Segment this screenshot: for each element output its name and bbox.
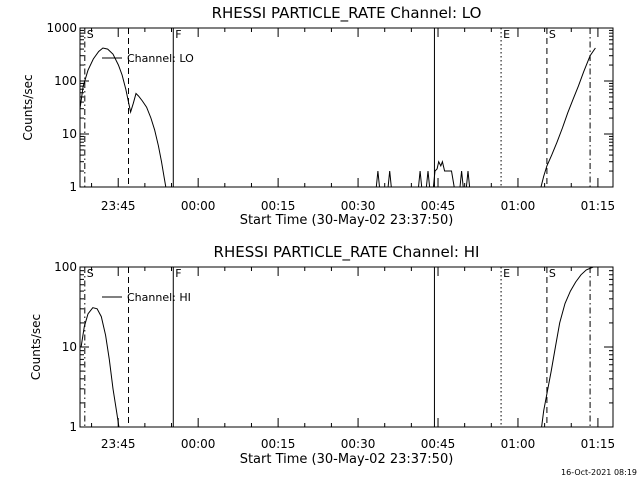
hi-x-tick-label: 00:45 [421, 437, 456, 451]
hi-x-tick-label: 23:45 [101, 437, 136, 451]
hi-legend-label: Channel: HI [127, 291, 191, 304]
hi-event-marker-label: E [503, 267, 510, 280]
chart-hi-channel: RHESSI PARTICLE_RATE Channel: HI 1 10 100 23… [29, 243, 615, 467]
lo-x-tick-label: 01:15 [581, 199, 616, 213]
lo-event-marker-label: S [549, 28, 556, 41]
hi-data-line [541, 266, 594, 428]
lo-data-line [465, 170, 471, 188]
lo-event-marker-label: E [503, 28, 510, 41]
lo-chart-title: RHESSI PARTICLE_RATE Channel: LO [212, 4, 482, 23]
lo-x-axis-label: Start Time (30-May-02 23:37:50) [240, 213, 454, 228]
lo-y-tick-label: 100 [54, 74, 77, 88]
hi-data-line [80, 307, 120, 428]
lo-data-line [79, 47, 167, 188]
hi-x-tick-label: 00:00 [181, 437, 216, 451]
lo-x-tick-label: 01:00 [501, 199, 536, 213]
generation-timestamp: 16-Oct-2021 08:19 [561, 468, 637, 477]
lo-x-tick-label: 00:30 [341, 199, 376, 213]
lo-data-line [432, 160, 455, 188]
lo-y-tick-label: 10 [62, 127, 77, 141]
lo-data-line [425, 170, 431, 188]
lo-data-line [387, 170, 392, 188]
lo-x-tick-label: 23:45 [101, 199, 136, 213]
hi-event-marker-label: S [549, 267, 556, 280]
lo-legend-label: Channel: LO [127, 52, 194, 65]
hi-y-tick-label: 1 [69, 420, 77, 434]
hi-event-marker-label: S [87, 267, 94, 280]
hi-y-tick-label: 100 [54, 260, 77, 274]
hi-x-tick-label: 01:00 [501, 437, 536, 451]
lo-event-marker-label: F [175, 28, 181, 41]
chart-lo-channel: RHESSI PARTICLE_RATE Channel: LO 1 10 100 10… [21, 4, 615, 228]
lo-x-tick-label: 00:15 [261, 199, 296, 213]
lo-data-line [418, 170, 423, 188]
lo-y-axis-label: Counts/sec [21, 74, 35, 140]
lo-event-marker-label: S [87, 28, 94, 41]
hi-event-marker-label: F [175, 267, 181, 280]
lo-y-tick-label: 1 [69, 180, 77, 194]
lo-x-tick-label: 00:00 [181, 199, 216, 213]
lo-data-line [540, 47, 596, 188]
hi-x-tick-label: 00:15 [261, 437, 296, 451]
hi-x-axis-label: Start Time (30-May-02 23:37:50) [240, 452, 454, 467]
lo-y-tick-label: 1000 [46, 21, 77, 35]
hi-y-tick-label: 10 [62, 340, 77, 354]
lo-data-line [375, 170, 380, 188]
hi-x-tick-label: 01:15 [581, 437, 616, 451]
hi-x-tick-label: 00:30 [341, 437, 376, 451]
lo-data-line [459, 170, 464, 188]
lo-x-tick-label: 00:45 [421, 199, 456, 213]
hi-y-axis-label: Counts/sec [29, 314, 43, 380]
hi-chart-title: RHESSI PARTICLE_RATE Channel: HI [214, 243, 480, 262]
